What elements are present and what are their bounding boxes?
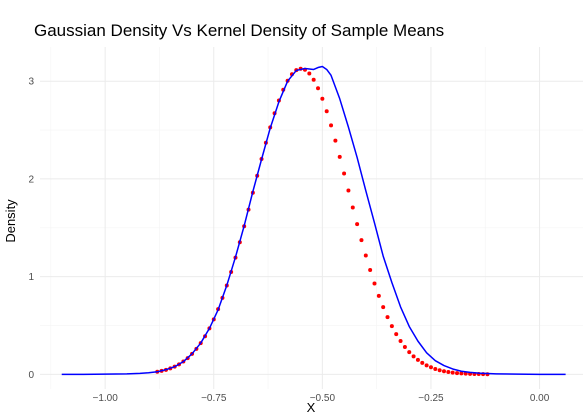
gaussian-point (433, 366, 438, 371)
gaussian-point (350, 205, 355, 210)
gaussian-point (385, 315, 390, 320)
gaussian-point (376, 293, 381, 298)
gaussian-point (437, 368, 442, 373)
gaussian-point (324, 109, 329, 114)
gaussian-point (363, 253, 368, 258)
x-tick-label: 0.00 (530, 393, 550, 404)
gaussian-point (407, 350, 412, 355)
y-axis-tick-labels: 0 1 2 3 (28, 77, 34, 381)
gaussian-point (420, 360, 425, 365)
y-tick-label: 2 (28, 174, 34, 185)
chart-title: Gaussian Density Vs Kernel Density of Sa… (34, 21, 444, 40)
gaussian-point (307, 71, 312, 76)
y-tick-label: 0 (28, 370, 34, 381)
gaussian-point (455, 371, 460, 376)
gaussian-point (346, 188, 351, 193)
gaussian-point (398, 339, 403, 344)
gaussian-point (311, 77, 316, 82)
gaussian-point (424, 363, 429, 368)
gaussian-point (450, 370, 455, 375)
gaussian-point (355, 222, 360, 227)
x-tick-label: −0.25 (418, 393, 444, 404)
y-axis-title: Density (3, 199, 18, 243)
gaussian-point (359, 238, 364, 243)
gaussian-point (428, 365, 433, 370)
kernel-density-line (61, 65, 566, 376)
gaussian-point (381, 305, 386, 310)
gaussian-point (402, 344, 407, 349)
gaussian-point (368, 267, 373, 272)
gaussian-point (394, 332, 399, 337)
gaussian-point (372, 281, 377, 286)
x-tick-label: −1.00 (93, 393, 119, 404)
gaussian-point (441, 369, 446, 374)
y-tick-label: 1 (28, 272, 34, 283)
gaussian-point (329, 123, 334, 128)
gaussian-point (389, 324, 394, 329)
gaussian-point (342, 171, 347, 176)
minor-gridlines (40, 47, 583, 389)
gaussian-point (411, 354, 416, 359)
gaussian-point (446, 369, 451, 374)
x-tick-label: −0.75 (201, 393, 227, 404)
gaussian-point (415, 357, 420, 362)
gaussian-point (320, 96, 325, 101)
gaussian-point (337, 154, 342, 159)
x-axis-title: X (307, 400, 316, 415)
gaussian-point (333, 138, 338, 143)
y-tick-label: 3 (28, 77, 34, 88)
x-tick-label: −0.50 (310, 393, 336, 404)
gaussian-point (459, 371, 464, 376)
x-axis-tick-labels: −1.00 −0.75 −0.50 −0.25 0.00 (93, 393, 550, 404)
gaussian-point (316, 86, 321, 91)
